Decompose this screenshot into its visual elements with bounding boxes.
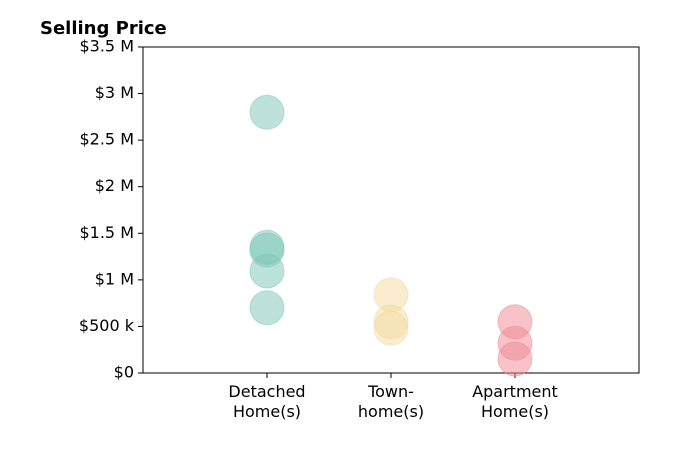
y-tick-label: $500 k bbox=[79, 316, 135, 335]
y-tick-label: $3.5 M bbox=[79, 37, 134, 56]
x-tick-label: Detached Home(s) bbox=[228, 382, 306, 421]
point bbox=[373, 310, 409, 346]
point bbox=[497, 341, 533, 377]
y-tick-label: $0 bbox=[114, 363, 134, 382]
chart-title: Selling Price bbox=[40, 18, 167, 39]
x-tick-label: Apartment Home(s) bbox=[472, 382, 558, 421]
y-tick-label: $2 M bbox=[95, 176, 134, 195]
point bbox=[249, 94, 285, 130]
y-tick-label: $1 M bbox=[95, 269, 134, 288]
y-tick-label: $3 M bbox=[95, 83, 134, 102]
x-tick-label: Town- home(s) bbox=[357, 382, 425, 421]
point bbox=[249, 290, 285, 326]
point bbox=[249, 253, 285, 289]
y-tick-label: $2.5 M bbox=[79, 130, 134, 149]
y-tick-label: $1.5 M bbox=[79, 223, 134, 242]
